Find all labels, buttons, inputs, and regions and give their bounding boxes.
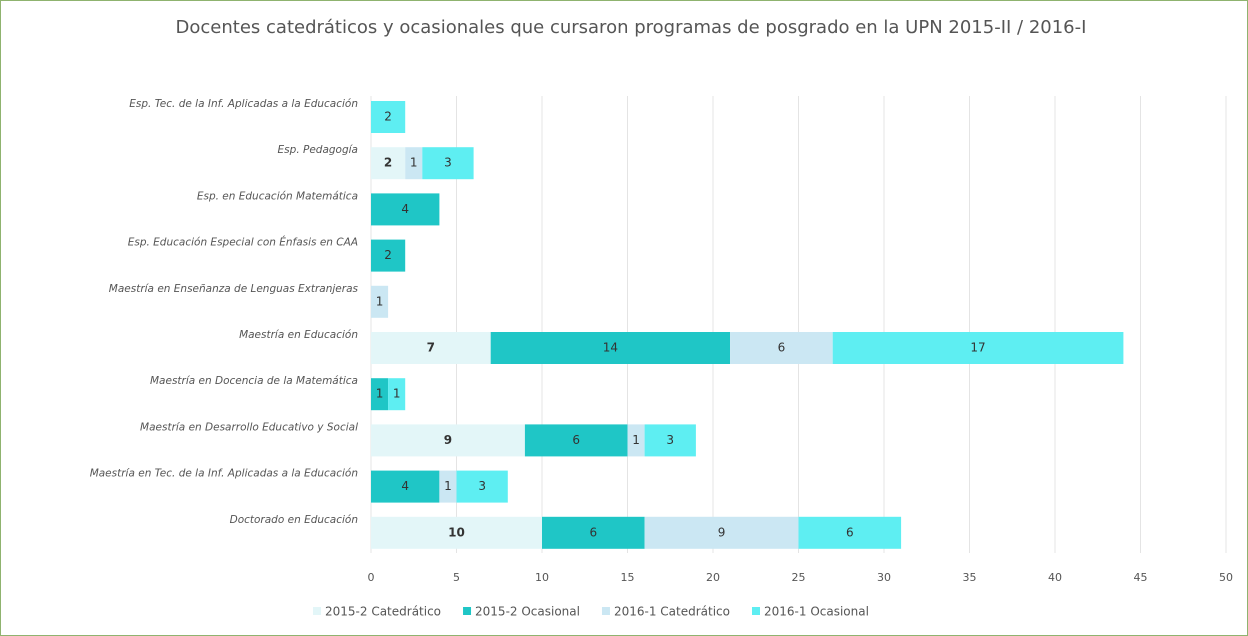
legend-swatch [752,607,760,615]
chart-title: Docentes catedráticos y ocasionales que … [175,17,1087,38]
category-label: Maestría en Enseñanza de Lenguas Extranj… [109,283,359,295]
bar-segment [371,193,440,226]
value-label: 1 [393,387,401,401]
value-label: 1 [376,294,384,308]
bar-segment [832,332,1124,364]
x-tick-label: 30 [877,571,891,584]
value-label: 10 [448,525,465,539]
x-tick-label: 40 [1048,571,1062,584]
value-label: 6 [572,433,580,447]
legend-label: 2015-2 Ocasional [475,605,580,619]
value-label: 14 [603,341,618,355]
x-tick-label: 45 [1134,571,1148,584]
x-tick-label: 10 [535,571,549,584]
value-label: 2 [384,110,392,124]
legend-swatch [601,607,610,615]
x-tick-label: 5 [453,571,460,584]
value-label: 3 [666,433,674,447]
bar-segment [371,332,491,364]
bar-segment [730,332,833,364]
bar-segment [371,516,542,549]
category-label: Maestría en Docencia de la Matemática [150,375,358,387]
value-label: 1 [410,156,418,170]
category-label: Esp. Educación Especial con Énfasis en C… [128,236,358,249]
legend-swatch [313,607,321,615]
bar-segment [644,424,696,457]
value-label: 1 [444,479,452,493]
value-label: 7 [427,341,435,355]
value-label: 3 [444,156,452,170]
value-label: 1 [632,433,640,447]
bar-segment [371,424,525,457]
bar-segment [798,516,902,549]
bar-segment [524,424,628,457]
value-label: 17 [970,341,985,355]
category-label: Doctorado en Educación [230,514,358,526]
category-label: Esp. en Educación Matemática [197,190,358,202]
category-label: Esp. Tec. de la Inf. Aplicadas a la Educ… [129,98,358,110]
x-tick-label: 35 [963,571,977,584]
legend-label: 2016-1 Catedrático [614,605,730,619]
value-label: 2 [384,248,392,262]
bar-segment [388,378,406,411]
bar-segment [422,147,474,180]
bar-segment [490,332,731,364]
bar-segment [405,147,423,180]
legend-label: 2016-1 Ocasional [764,605,869,619]
value-label: 9 [444,433,452,447]
category-label: Maestría en Educación [239,329,358,341]
value-label: 1 [376,387,384,401]
bar-segment [371,101,406,133]
bar-segment [371,378,389,411]
value-label: 6 [589,525,597,539]
x-tick-label: 20 [706,571,720,584]
x-tick-label: 15 [621,571,635,584]
value-label: 2 [384,156,392,170]
value-label: 6 [846,525,854,539]
bar-segment [371,147,406,180]
category-label: Esp. Pedagogía [278,144,358,156]
category-label: Maestría en Desarrollo Educativo y Socia… [140,421,358,433]
bar-segment [456,470,508,503]
value-label: 4 [401,479,409,493]
bar-segment [644,516,799,549]
value-label: 6 [778,341,786,355]
category-label: Maestría en Tec. de la Inf. Aplicadas a … [90,468,358,480]
bar-segment [371,470,440,503]
value-label: 9 [718,525,726,539]
legend-swatch [463,607,472,615]
x-tick-label: 50 [1219,571,1233,584]
x-tick-label: 0 [368,571,375,584]
bar-segment [371,239,406,272]
value-label: 3 [478,479,486,493]
bar-segment [371,285,389,318]
bar-segment [627,424,645,457]
bar-segment [439,470,457,503]
legend-label: 2015-2 Catedrático [325,605,441,619]
x-tick-label: 25 [792,571,806,584]
value-label: 4 [401,202,409,216]
bar-segment [542,516,645,549]
